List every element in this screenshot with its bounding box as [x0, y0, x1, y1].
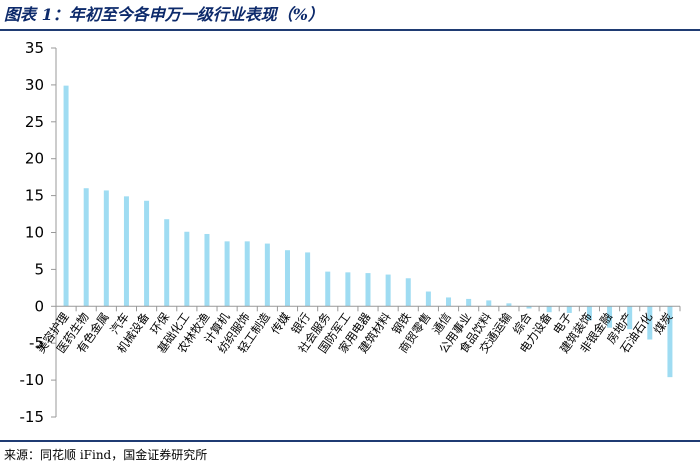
- top-rule: [0, 29, 700, 31]
- bar: [526, 306, 532, 309]
- bar: [83, 188, 89, 307]
- bar: [345, 272, 351, 307]
- y-tick-label: 0: [34, 297, 44, 315]
- bar: [486, 300, 492, 307]
- y-tick-label: -5: [29, 334, 44, 352]
- bar: [627, 306, 633, 330]
- bar: [325, 271, 331, 307]
- bar: [506, 303, 512, 307]
- bar: [204, 233, 210, 307]
- bar-chart: 35 30 25 20 15 10 5 0 -5 -10 -15 美容护理医药生物有色金属汽车机械设…: [20, 39, 681, 426]
- y-tick-label: 20: [25, 150, 44, 168]
- bar: [144, 200, 150, 307]
- bar: [63, 85, 69, 307]
- bar: [305, 252, 311, 307]
- bar: [264, 243, 270, 307]
- bar: [446, 297, 452, 307]
- bar: [586, 306, 592, 321]
- bar: [365, 273, 371, 307]
- bar: [284, 250, 290, 307]
- y-axis: 35 30 25 20 15 10 5 0 -5 -10 -15: [20, 39, 57, 426]
- y-tick-label: 10: [25, 224, 44, 242]
- bar: [184, 231, 190, 307]
- bar: [244, 241, 250, 307]
- bar: [466, 298, 472, 307]
- y-tick-label: 5: [34, 260, 44, 278]
- category-label: 传媒: [268, 310, 293, 337]
- bar: [405, 278, 411, 307]
- bar: [385, 274, 391, 307]
- bar: [103, 190, 109, 307]
- category-labels: 美容护理医药生物有色金属汽车机械设备环保基础化工农林牧渔计算机纺织服饰轻工制造传…: [34, 310, 676, 356]
- bar: [566, 306, 572, 313]
- bar: [224, 241, 230, 307]
- bar: [425, 291, 431, 307]
- x-axis: [55, 305, 681, 312]
- bar: [164, 219, 170, 307]
- chart-title: 图表 1：年初至今各申万一级行业表现（%）: [4, 5, 324, 24]
- bar: [123, 196, 129, 307]
- y-tick-label: 30: [25, 76, 44, 94]
- bar: [667, 306, 673, 378]
- y-tick-label: -10: [20, 371, 45, 389]
- y-tick-label: 35: [25, 39, 44, 57]
- bottom-rule: [0, 440, 700, 442]
- bar: [607, 306, 613, 328]
- bar: [546, 306, 552, 313]
- bar: [647, 306, 653, 340]
- bars: [63, 85, 673, 378]
- source-note: 来源：同花顺 iFind，国金证券研究所: [4, 448, 208, 462]
- y-tick-label: 15: [25, 187, 44, 205]
- y-tick-label: 25: [25, 113, 44, 131]
- y-tick-label: -15: [20, 408, 45, 426]
